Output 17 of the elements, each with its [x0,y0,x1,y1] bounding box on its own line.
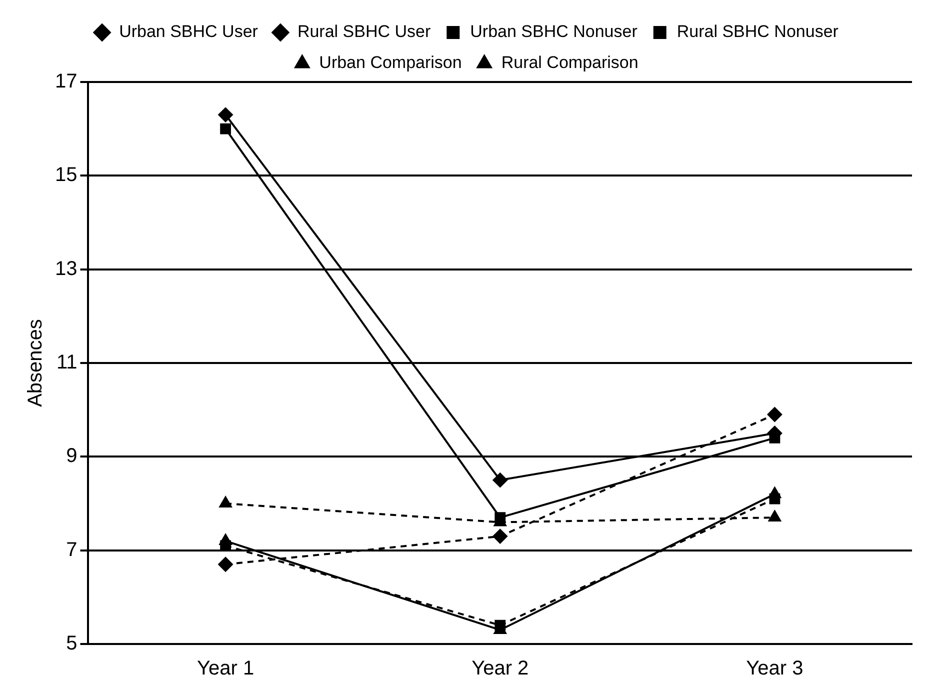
y-tick-label: 13 [54,258,78,280]
y-tick-label: 9 [66,445,78,468]
x-tick-label: Year 3 [746,658,804,680]
y-tick-label: 7 [66,538,78,561]
y-tick-label: 17 [54,70,78,93]
y-tick-label: 15 [54,164,78,186]
x-tick-label: Year 2 [472,658,529,680]
y-tick-label: 5 [66,632,78,655]
y-axis-title: Absences [24,319,47,407]
x-tick-label: Year 1 [196,658,254,680]
legend-label: Rural SBHC Nonuser [676,22,839,42]
legend-label: Urban SBHC User [119,22,258,42]
legend-label: Urban Comparison [319,53,462,72]
legend-label: Urban SBHC Nonuser [470,22,638,42]
legend-label: Rural SBHC User [297,22,431,42]
legend-label: Rural Comparison [501,53,638,72]
y-tick-label: 11 [56,352,78,374]
